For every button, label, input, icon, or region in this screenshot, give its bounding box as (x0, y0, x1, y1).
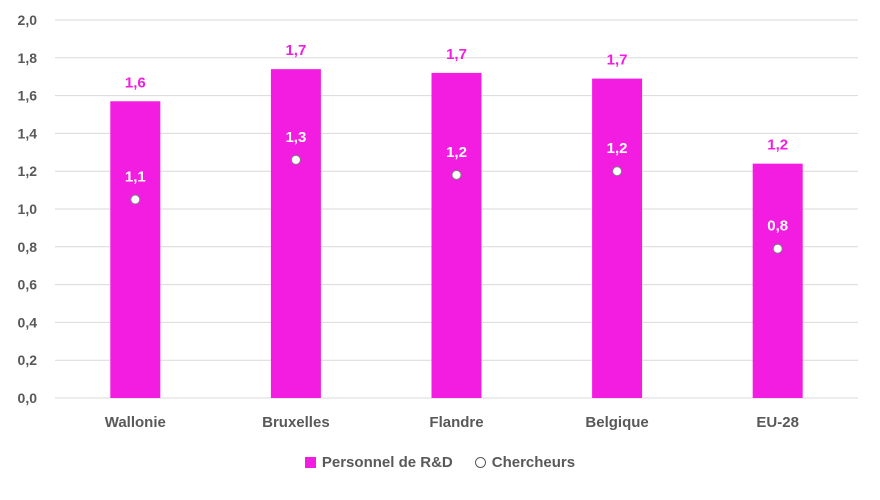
point-value-label: 1,2 (607, 140, 628, 157)
bar-value-label: 1,7 (446, 46, 467, 63)
point-value-label: 1,3 (285, 129, 306, 146)
data-point (772, 243, 783, 254)
data-point (612, 166, 623, 177)
y-tick-label: 2,0 (18, 12, 38, 28)
bar (270, 69, 321, 398)
point-value-label: 1,2 (446, 144, 467, 161)
y-tick-label: 0,4 (18, 314, 38, 330)
data-point (451, 169, 462, 180)
legend: Personnel de R&D Chercheurs (0, 454, 880, 471)
point-value-label: 1,1 (125, 169, 146, 186)
bar-value-label: 1,7 (285, 42, 306, 59)
x-category-label: EU-28 (756, 414, 799, 431)
y-tick-label: 1,2 (18, 163, 38, 179)
legend-item-rd-personnel: Personnel de R&D (304, 454, 453, 471)
y-tick-label: 0,8 (18, 239, 38, 255)
x-category-label: Wallonie (105, 414, 166, 431)
data-point (130, 194, 141, 205)
y-tick-label: 1,8 (18, 50, 38, 66)
y-tick-label: 0,2 (18, 352, 38, 368)
legend-label: Chercheurs (491, 454, 576, 471)
y-tick-label: 1,6 (18, 88, 38, 104)
bar (431, 72, 482, 399)
legend-bar-swatch (304, 457, 316, 468)
point-value-label: 0,8 (767, 218, 788, 235)
bar-value-label: 1,2 (767, 137, 788, 154)
y-tick-label: 0,0 (18, 390, 38, 406)
bar-value-label: 1,6 (125, 74, 146, 91)
data-point (290, 154, 301, 165)
y-tick-label: 0,6 (18, 277, 38, 293)
bar (110, 101, 161, 399)
bar (752, 163, 803, 398)
legend-label: Personnel de R&D (321, 454, 453, 471)
x-category-label: Bruxelles (262, 414, 330, 431)
bar-value-label: 1,7 (607, 52, 628, 69)
y-tick-label: 1,4 (18, 125, 38, 141)
x-category-label: Belgique (585, 414, 648, 431)
x-category-label: Flandre (429, 414, 483, 431)
y-tick-label: 1,0 (18, 201, 38, 217)
legend-point-swatch (474, 457, 486, 468)
bar (592, 78, 643, 398)
legend-item-researchers: Chercheurs (474, 454, 576, 471)
